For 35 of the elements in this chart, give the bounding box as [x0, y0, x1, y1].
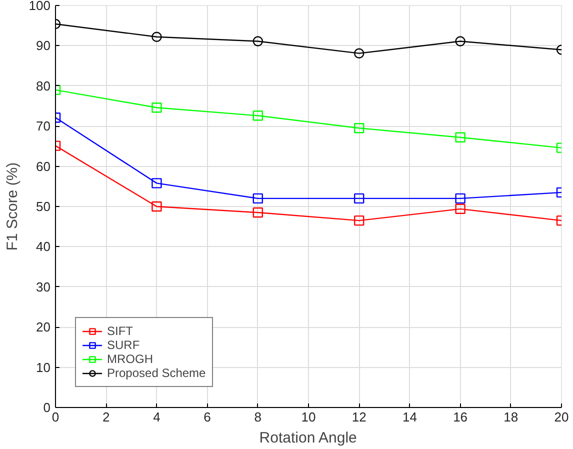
- point: [252, 110, 263, 121]
- y-tick-label: 50: [36, 199, 51, 214]
- x-tick-label: 2: [102, 410, 110, 424]
- y-tick-label: 10: [36, 360, 51, 375]
- y-tick-label: 0: [43, 400, 51, 415]
- y-tick-label: 70: [36, 118, 51, 134]
- legend-label: SURF: [107, 338, 140, 352]
- point: [252, 36, 263, 46]
- y-tick-label: 20: [36, 320, 51, 335]
- x-tick-label: 6: [204, 410, 211, 424]
- point: [354, 193, 364, 204]
- y-tick-label: 60: [36, 158, 51, 174]
- y-tick-label: 90: [36, 38, 51, 54]
- x-tick-label: 16: [453, 410, 468, 424]
- x-tick-label: 12: [352, 410, 366, 424]
- point: [252, 207, 263, 218]
- x-tick-label: 14: [402, 410, 417, 424]
- x-axis-title: Rotation Angle: [259, 430, 357, 446]
- legend-label: SIFT: [107, 324, 133, 338]
- point: [252, 193, 263, 204]
- y-tick-label: 40: [36, 239, 51, 254]
- x-tick-label: 4: [153, 410, 160, 424]
- point: [354, 123, 364, 134]
- y-tick-label: 100: [28, 0, 51, 13]
- x-tick-label: 10: [301, 410, 316, 424]
- y-axis-title: F1 Score (%): [4, 162, 21, 251]
- y-tick-label: 80: [36, 78, 51, 94]
- legend-label: Proposed Scheme: [107, 366, 206, 380]
- x-tick-label: 20: [554, 410, 569, 424]
- legend-label: MROGH: [107, 352, 153, 366]
- point: [354, 48, 364, 58]
- x-tick-label: 8: [254, 410, 262, 424]
- point: [354, 215, 364, 226]
- x-tick-label: 18: [504, 410, 518, 424]
- y-tick-label: 30: [36, 279, 51, 294]
